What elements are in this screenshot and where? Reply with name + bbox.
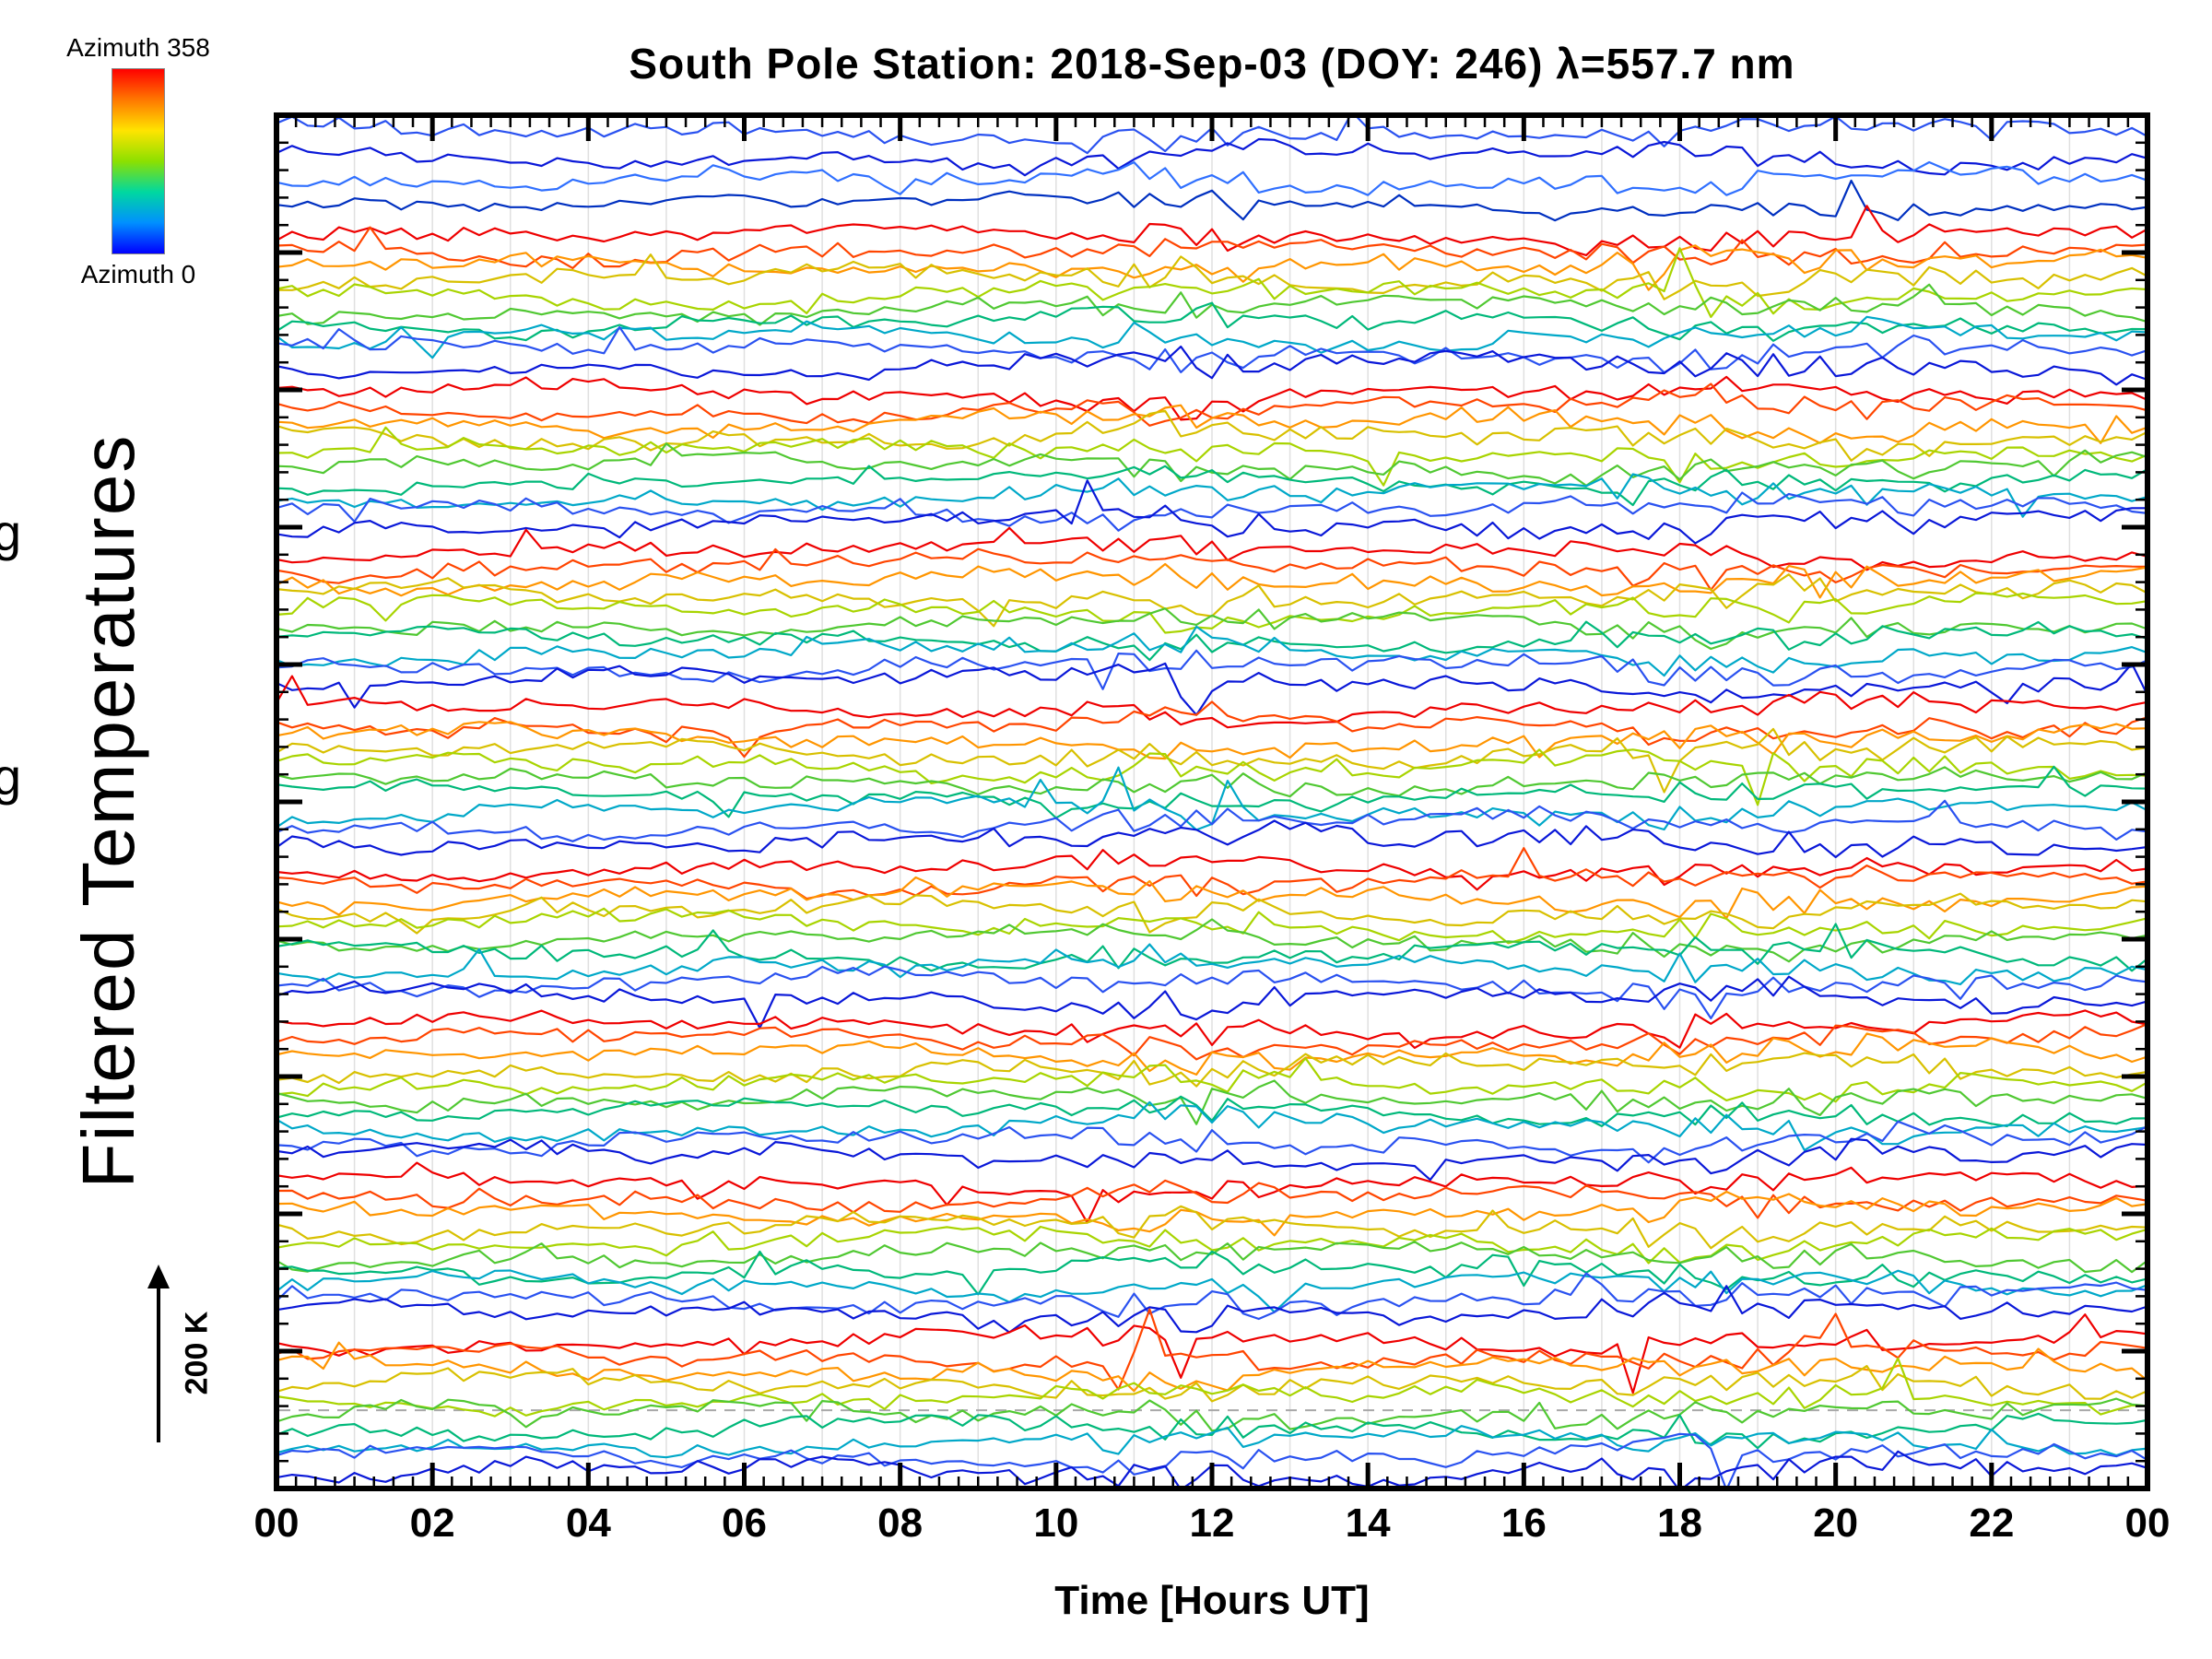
x-tick-label: 04 (565, 1500, 611, 1546)
x-tick-label: 10 (1033, 1500, 1079, 1546)
x-tick-label: 00 (2124, 1500, 2171, 1546)
x-tick-label: 22 (1969, 1500, 2015, 1546)
x-tick-label: 20 (1813, 1500, 1859, 1546)
clipped-glyph: g (0, 503, 22, 561)
x-tick-label: 08 (877, 1500, 924, 1546)
x-axis-label: Time [Hours UT] (1054, 1578, 1370, 1623)
x-tick-label: 12 (1189, 1500, 1235, 1546)
x-tick-label: 18 (1657, 1500, 1702, 1546)
colorbar-gradient (112, 68, 165, 254)
colorbar-top-label: Azimuth 358 (66, 33, 210, 62)
y-axis-label: Filtered Temperatures (67, 433, 149, 1189)
clipped-glyph: g (0, 747, 22, 806)
scale-reference-label: 200 K (179, 1311, 215, 1395)
x-tick-label: 02 (409, 1500, 455, 1546)
x-tick-label: 16 (1500, 1500, 1547, 1546)
colorbar-bottom-label: Azimuth 0 (80, 260, 196, 288)
x-tick-label: 14 (1345, 1500, 1391, 1546)
chart-title: South Pole Station: 2018-Sep-03 (DOY: 24… (629, 40, 1795, 88)
azimuth-colorbar: Azimuth 358 Azimuth 0 (51, 33, 226, 289)
x-tick-label: 06 (722, 1500, 767, 1546)
x-tick-label: 00 (253, 1500, 300, 1546)
